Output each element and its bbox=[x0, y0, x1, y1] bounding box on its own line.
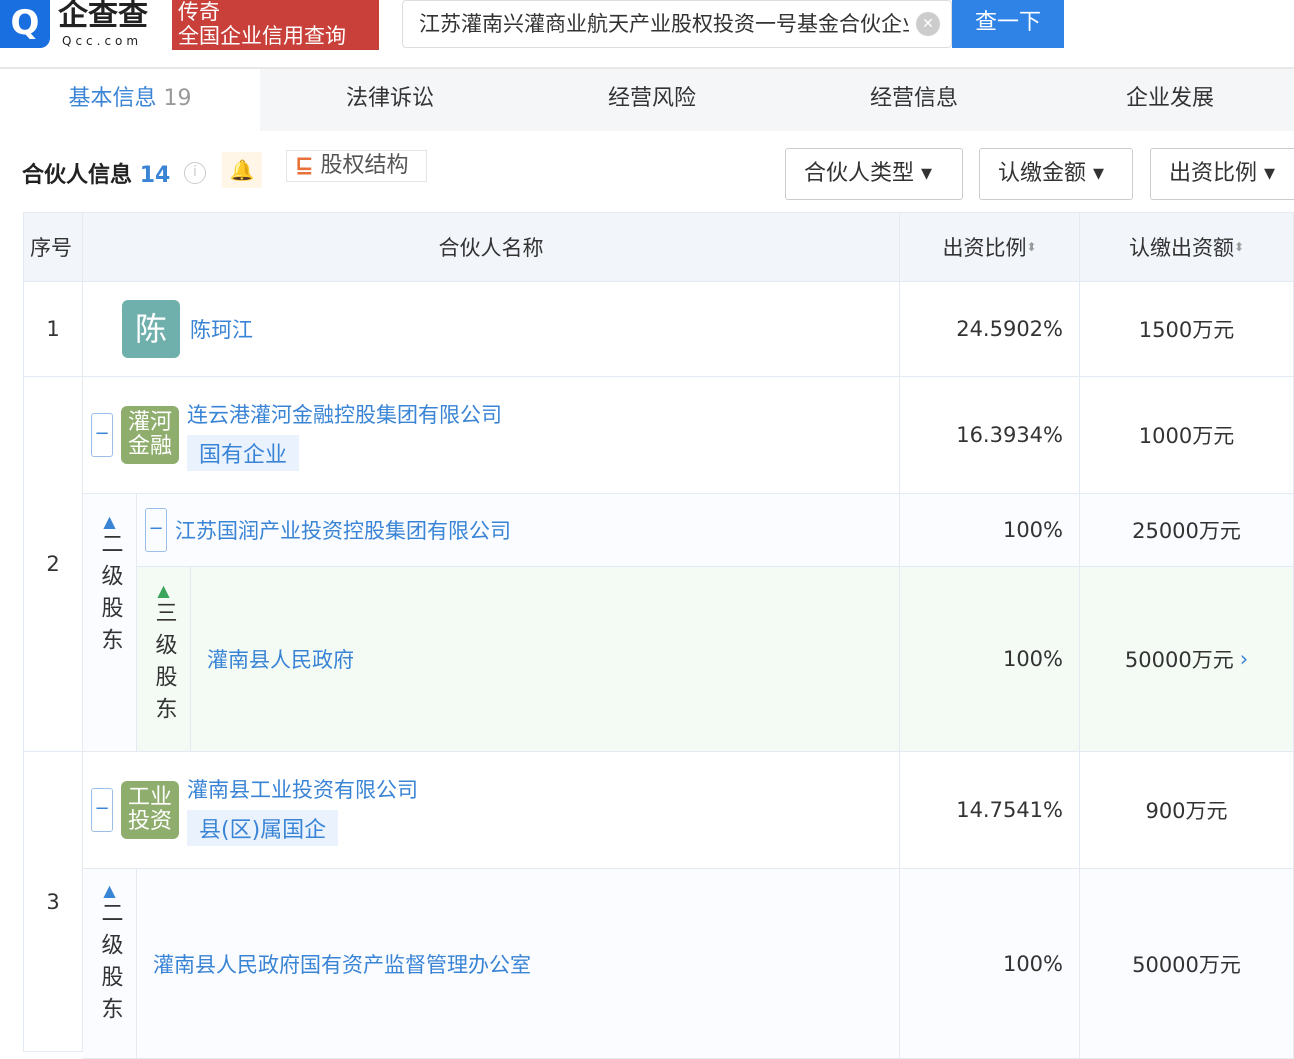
search-button[interactable]: 查一下 bbox=[952, 0, 1064, 48]
ratio: 16.3934% bbox=[900, 377, 1080, 494]
company-tag: 县(区)属国企 bbox=[187, 810, 339, 846]
table-row: − 工业投资 灌南县工业投资有限公司县(区)属国企 bbox=[83, 752, 900, 869]
amount: 25000万元 bbox=[1080, 494, 1294, 567]
company-tag: 国有企业 bbox=[187, 435, 300, 471]
avatar: 灌河金融 bbox=[121, 406, 179, 464]
amount: 50000万元 bbox=[1080, 869, 1294, 1059]
partner-name-link[interactable]: 灌南县工业投资有限公司 bbox=[187, 778, 418, 802]
filter-ratio[interactable]: 出资比例 ▾ bbox=[1150, 148, 1294, 200]
header-ratio[interactable]: 出资比例 ⬍ bbox=[900, 212, 1080, 282]
bell-icon[interactable]: 🔔 bbox=[222, 152, 262, 188]
tab-risk[interactable]: 经营风险 bbox=[607, 86, 696, 111]
chevron-right-icon: › bbox=[1239, 647, 1249, 671]
tab-bar: 基本信息 19 法律诉讼 经营风险 经营信息 企业发展 bbox=[0, 67, 1294, 133]
ratio: 100% bbox=[900, 869, 1080, 1059]
logo-text: 企查查 bbox=[58, 0, 148, 33]
info-icon[interactable]: i bbox=[184, 162, 206, 184]
partner-name-link[interactable]: 连云港灌河金融控股集团有限公司 bbox=[187, 403, 502, 427]
ratio: 100% bbox=[900, 567, 1080, 752]
search-input-value[interactable]: 江苏灌南兴灌商业航天产业股权投资一号基金合伙企业 bbox=[419, 12, 909, 36]
partner-name-link[interactable]: 陈珂江 bbox=[190, 318, 253, 342]
tab-business[interactable]: 经营信息 bbox=[869, 86, 958, 111]
row-index: 3 bbox=[23, 752, 83, 1052]
sort-icon: ⬍ bbox=[1233, 240, 1245, 254]
collapse-up-icon: ▲ bbox=[103, 881, 116, 900]
avatar: 工业投资 bbox=[121, 781, 179, 839]
sort-icon: ⬍ bbox=[1026, 240, 1037, 254]
ratio: 24.5902% bbox=[900, 282, 1080, 377]
collapse-toggle[interactable]: − bbox=[91, 413, 113, 457]
tree-icon: ⊑ bbox=[295, 153, 314, 178]
tab-basic-info[interactable]: 基本信息 19 bbox=[0, 69, 260, 133]
shareholder-name-link[interactable]: 灌南县人民政府 bbox=[207, 648, 354, 672]
level2-row: 灌南县人民政府国有资产监督管理办公室 bbox=[137, 869, 900, 1059]
promo-line: 传奇 bbox=[178, 0, 220, 24]
row-index: 1 bbox=[23, 282, 83, 377]
level3-label[interactable]: ▲ 三级股东 bbox=[137, 567, 191, 752]
amount: 1000万元 bbox=[1080, 377, 1294, 494]
amount[interactable]: 50000万元 › bbox=[1080, 567, 1294, 752]
collapse-toggle[interactable]: − bbox=[91, 788, 113, 832]
header-index: 序号 bbox=[23, 212, 83, 282]
header-name: 合伙人名称 bbox=[83, 212, 900, 282]
shareholder-name-link[interactable]: 江苏国润产业投资控股集团有限公司 bbox=[175, 519, 511, 543]
amount: 1500万元 bbox=[1080, 282, 1294, 377]
row-index: 2 bbox=[23, 377, 83, 752]
level2-label[interactable]: ▲ 二级股东 bbox=[83, 869, 137, 1059]
filter-partner-type[interactable]: 合伙人类型 ▾ bbox=[785, 148, 963, 200]
qcc-logo-icon[interactable]: Q bbox=[0, 0, 50, 48]
clear-icon[interactable]: ✕ bbox=[916, 12, 940, 36]
amount: 900万元 bbox=[1080, 752, 1294, 869]
level2-label[interactable]: ▲ 二级股东 bbox=[83, 494, 137, 752]
table-row: 陈 陈珂江 bbox=[83, 282, 900, 377]
tab-legal[interactable]: 法律诉讼 bbox=[345, 86, 434, 111]
level2-row: − 江苏国润产业投资控股集团有限公司 bbox=[137, 494, 900, 567]
collapse-toggle[interactable]: − bbox=[145, 508, 167, 552]
avatar: 陈 bbox=[122, 300, 180, 358]
promo-line: 全国企业信用查询 bbox=[178, 24, 346, 48]
ratio: 14.7541% bbox=[900, 752, 1080, 869]
logo-sub: Qcc.com bbox=[62, 34, 143, 48]
table-row: − 灌河金融 连云港灌河金融控股集团有限公司国有企业 bbox=[83, 377, 900, 494]
tab-development[interactable]: 企业发展 bbox=[1125, 86, 1214, 111]
ratio: 100% bbox=[900, 494, 1080, 567]
level3-row: 灌南县人民政府 bbox=[191, 567, 900, 752]
search-input[interactable]: 江苏灌南兴灌商业航天产业股权投资一号基金合伙企业 bbox=[402, 0, 952, 48]
section-title: 合伙人信息 14 bbox=[22, 163, 171, 188]
header-amount[interactable]: 认缴出资额 ⬍ bbox=[1080, 212, 1294, 282]
equity-structure-button[interactable]: ⊑ 股权结构 bbox=[286, 150, 427, 182]
collapse-up-icon: ▲ bbox=[157, 581, 170, 600]
filter-amount[interactable]: 认缴金额 ▾ bbox=[979, 148, 1133, 200]
shareholder-name-link[interactable]: 灌南县人民政府国有资产监督管理办公室 bbox=[153, 952, 531, 977]
collapse-up-icon: ▲ bbox=[103, 512, 116, 531]
promo-banner: 传奇 全国企业信用查询 bbox=[172, 0, 379, 50]
